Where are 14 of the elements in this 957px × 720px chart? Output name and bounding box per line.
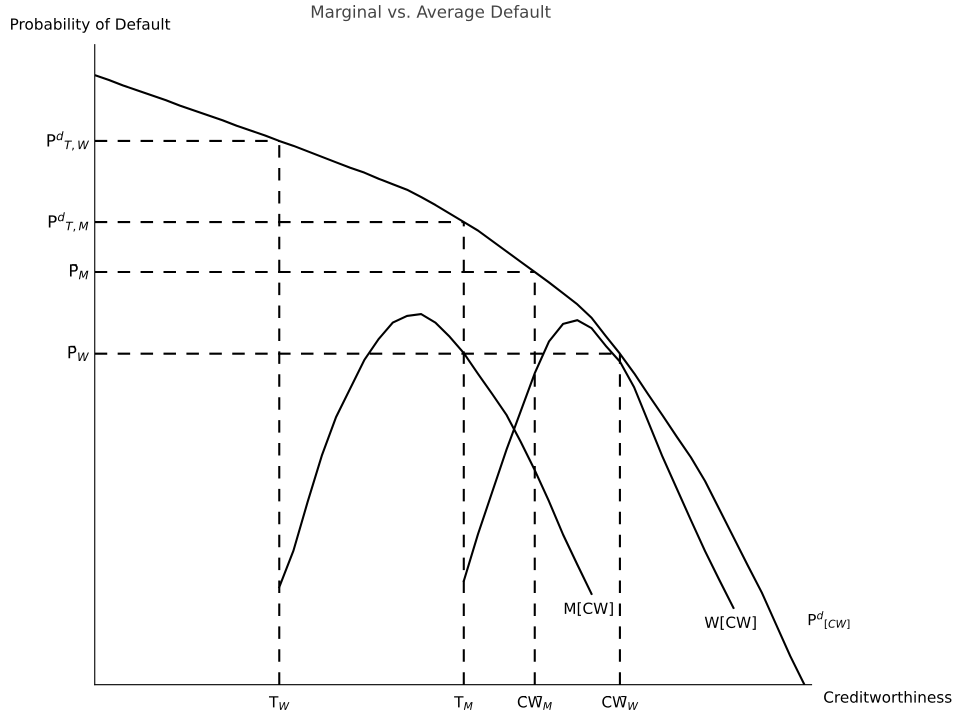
series-label: M[CW] [564,602,613,616]
y-axis-title: Probability of Default [11,18,170,33]
series-label: P$^{d}$$_{[CW]}$ [808,611,850,630]
ref-line-label: P$^{d}$$_{T,W}$ [47,131,90,151]
x-tick-label: C̄W̄$_{M}$ [518,696,552,710]
x-axis-title: Creditworthiness [824,691,952,703]
ref-line-label: P$^{d}$$_{T,M}$ [48,212,88,232]
x-tick-label: T$_{M}$ [454,696,473,710]
ref-line-label: P̄$_{M}$ [70,264,88,280]
ref-line-label: P̄$_{W}$ [68,346,89,361]
x-tick-label: T$_{W}$ [268,696,290,710]
chart-title: Marginal vs. Average Default [312,5,551,22]
series-label: W[CW] [704,616,756,630]
x-tick-label: C̄W̄$_{W}$ [602,696,638,710]
